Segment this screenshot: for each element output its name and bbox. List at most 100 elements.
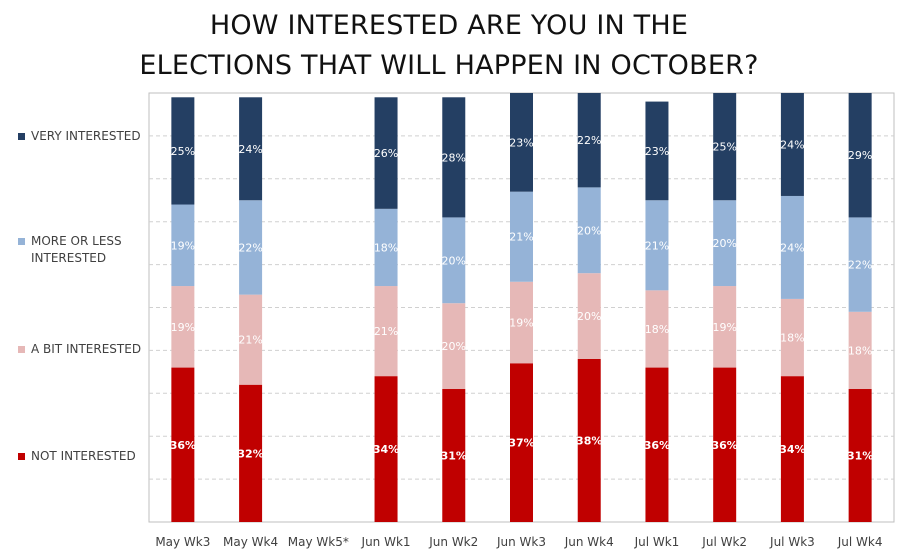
data-label-not-interested-jul-wk1: 36% [644,439,670,452]
legend-swatch-more-or-less-interested [18,238,25,245]
data-label-more-or-less-interested-jul-wk4: 22% [848,259,872,272]
data-label-a-bit-interested-jul-wk2: 19% [712,321,736,334]
legend-item-not-interested: NOT INTERESTED [18,448,153,465]
bar-not-interested-jun-wk3 [510,363,533,522]
bar-more-or-less-interested-jun-wk3 [510,191,533,282]
data-label-more-or-less-interested-jun-wk1: 18% [374,241,398,254]
data-label-very-interested-jun-wk1: 26% [374,147,398,160]
bar-very-interested-jul-wk4 [848,93,872,218]
x-tick-label-may-wk4: May Wk4 [223,535,278,549]
legend-swatch-a-bit-interested [18,346,25,353]
data-label-more-or-less-interested-jun-wk4: 20% [577,224,601,237]
data-label-a-bit-interested-may-wk3: 19% [171,321,195,334]
legend-item-more-or-less-interested: MORE OR LESS INTERESTED [18,233,153,267]
bar-very-interested-may-wk3 [171,97,195,205]
bar-a-bit-interested-jul-wk1 [645,290,669,368]
data-label-a-bit-interested-jun-wk3: 19% [509,317,533,330]
bar-more-or-less-interested-jul-wk4 [848,217,872,312]
data-label-not-interested-jul-wk2: 36% [712,439,738,452]
data-label-not-interested-jul-wk4: 31% [847,450,873,463]
data-label-very-interested-jun-wk4: 22% [577,134,601,147]
data-label-not-interested-jun-wk4: 38% [576,434,602,447]
data-label-more-or-less-interested-may-wk3: 19% [171,239,195,252]
bar-not-interested-may-wk4 [239,384,263,522]
data-label-a-bit-interested-jul-wk3: 18% [780,332,804,345]
bar-more-or-less-interested-may-wk3 [171,204,195,287]
x-tick-label-jul-wk3: Jul Wk3 [769,535,815,549]
bar-more-or-less-interested-jun-wk4 [577,187,601,274]
bar-not-interested-jul-wk1 [645,367,669,522]
bar-more-or-less-interested-jul-wk1 [645,200,669,291]
bar-very-interested-jun-wk4 [577,93,601,188]
data-label-not-interested-may-wk3: 36% [170,439,196,452]
legend-swatch-very-interested [18,133,25,140]
data-label-very-interested-jun-wk2: 28% [442,151,466,164]
legend-label-not-interested: NOT INTERESTED [31,449,136,463]
data-label-very-interested-may-wk3: 25% [171,145,195,158]
bar-very-interested-jul-wk2 [713,93,737,201]
bar-not-interested-jun-wk4 [577,358,601,522]
bar-more-or-less-interested-jul-wk3 [780,195,804,299]
data-label-a-bit-interested-jun-wk4: 20% [577,310,601,323]
data-label-more-or-less-interested-jun-wk2: 20% [442,254,466,267]
data-label-a-bit-interested-jun-wk2: 20% [442,340,466,353]
x-tick-label-may-wk3: May Wk3 [155,535,210,549]
x-tick-label-jun-wk1: Jun Wk1 [361,535,411,549]
data-label-very-interested-jul-wk1: 23% [645,145,669,158]
x-tick-label-jun-wk3: Jun Wk3 [496,535,546,549]
data-label-a-bit-interested-jul-wk4: 18% [848,344,872,357]
data-label-not-interested-may-wk4: 32% [237,447,263,460]
data-label-very-interested-jul-wk4: 29% [848,149,872,162]
legend-label-more-or-less-interested: MORE OR LESS INTERESTED [31,234,122,265]
bar-not-interested-jul-wk3 [780,376,804,522]
data-label-a-bit-interested-jun-wk1: 21% [374,325,398,338]
bar-more-or-less-interested-may-wk4 [239,200,263,295]
bar-more-or-less-interested-jun-wk1 [374,208,398,287]
bar-a-bit-interested-jul-wk3 [780,298,804,377]
bar-very-interested-jul-wk3 [780,93,804,196]
data-label-very-interested-may-wk4: 24% [238,143,262,156]
x-tick-label-jun-wk4: Jun Wk4 [564,535,614,549]
data-label-more-or-less-interested-jul-wk1: 21% [645,239,669,252]
bar-very-interested-jul-wk1 [645,101,669,201]
bar-more-or-less-interested-jul-wk2 [713,200,737,287]
data-label-more-or-less-interested-jul-wk3: 24% [780,241,804,254]
legend-item-very-interested: VERY INTERESTED [18,128,153,145]
bar-a-bit-interested-jun-wk3 [510,281,533,364]
data-label-more-or-less-interested-may-wk4: 22% [238,241,262,254]
data-label-very-interested-jul-wk3: 24% [780,138,804,151]
data-label-very-interested-jul-wk2: 25% [712,141,736,154]
data-label-a-bit-interested-jul-wk1: 18% [645,323,669,336]
data-label-not-interested-jun-wk2: 31% [441,450,467,463]
bar-not-interested-jul-wk4 [848,389,872,522]
bar-a-bit-interested-jun-wk1 [374,286,398,377]
x-tick-label-jul-wk1: Jul Wk1 [634,535,680,549]
x-tick-label-jul-wk4: Jul Wk4 [837,535,883,549]
data-label-very-interested-jun-wk3: 23% [509,136,533,149]
chart-title: HOW INTERESTED ARE YOU IN THE ELECTIONS … [0,6,898,86]
bar-a-bit-interested-jun-wk2 [442,303,466,390]
bar-more-or-less-interested-jun-wk2 [442,217,466,304]
bar-not-interested-jul-wk2 [713,367,737,522]
bar-a-bit-interested-jul-wk4 [848,311,872,390]
legend-label-very-interested: VERY INTERESTED [31,129,141,143]
chart-title-line-2: ELECTIONS THAT WILL HAPPEN IN OCTOBER? [139,50,759,81]
bar-a-bit-interested-may-wk4 [239,294,263,385]
data-label-not-interested-jun-wk1: 34% [373,443,399,456]
bar-not-interested-jun-wk2 [442,389,466,522]
x-tick-label-jun-wk2: Jun Wk2 [428,535,478,549]
data-label-a-bit-interested-may-wk4: 21% [238,334,262,347]
x-tick-label-may-wk5: May Wk5* [288,535,349,549]
bar-very-interested-jun-wk3 [510,93,533,192]
bar-very-interested-jun-wk1 [374,97,398,209]
data-label-not-interested-jul-wk3: 34% [779,443,805,456]
bar-very-interested-may-wk4 [239,97,263,201]
x-tick-label-jul-wk2: Jul Wk2 [701,535,747,549]
data-label-not-interested-jun-wk3: 37% [508,437,534,450]
legend-swatch-not-interested [18,453,25,460]
chart-title-line-1: HOW INTERESTED ARE YOU IN THE [209,10,689,41]
bar-a-bit-interested-jul-wk2 [713,286,737,368]
bar-not-interested-jun-wk1 [374,376,398,522]
bar-not-interested-may-wk3 [171,367,195,522]
